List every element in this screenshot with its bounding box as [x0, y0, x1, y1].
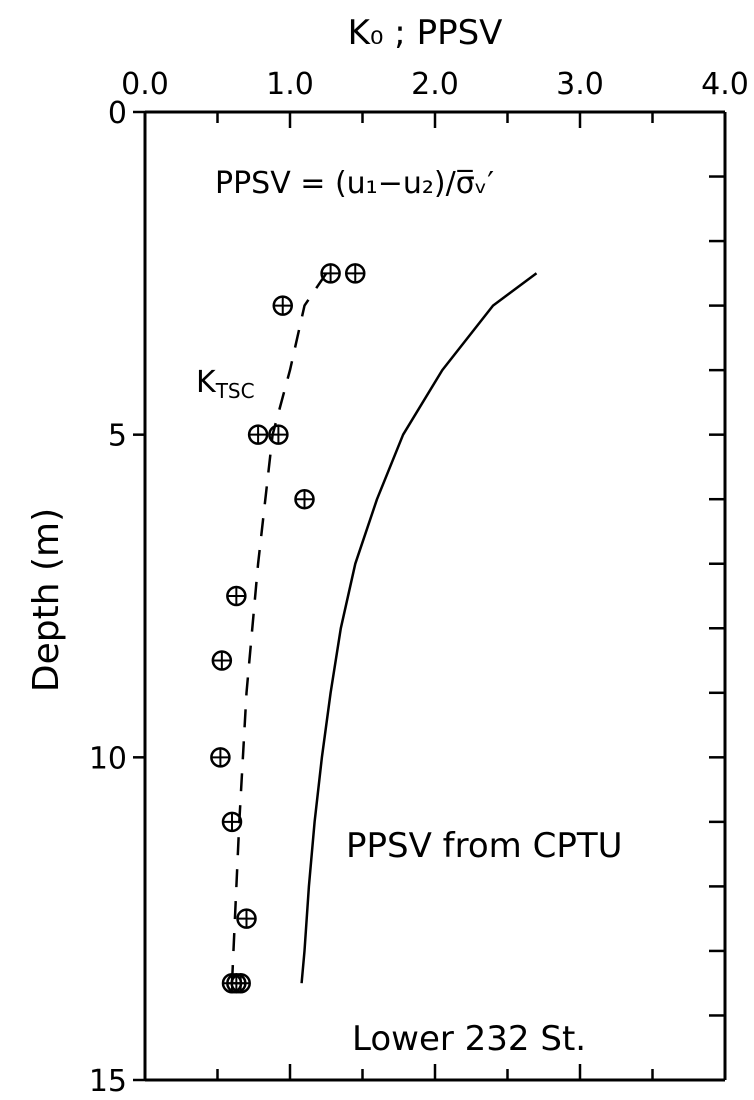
data-point: [236, 908, 257, 929]
ticks: [133, 110, 725, 1082]
data-point: [320, 263, 341, 284]
y-tick-label: 15: [89, 1064, 127, 1099]
site-label: Lower 232 St.: [352, 1019, 586, 1059]
curve-label: PPSV from CPTU: [346, 826, 622, 866]
ktsc-subscript: TSC: [215, 379, 255, 403]
data-point: [211, 650, 233, 671]
tick-labels: 0.0 1.0 2.0 3.0 4.0 0 5 10 15: [89, 67, 749, 1099]
x-tick-label: 4.0: [701, 67, 749, 102]
x-axis-title: K₀ ; PPSV: [348, 13, 503, 53]
data-point: [272, 295, 293, 316]
data-point: [221, 811, 243, 833]
series-layer: [210, 263, 538, 994]
data-point: [247, 424, 269, 445]
data-point: [294, 488, 315, 510]
data-point: [345, 263, 366, 284]
x-tick-label: 0.0: [121, 67, 169, 102]
ktsc-dashed-line: [230, 272, 328, 984]
y-tick-label: 0: [108, 96, 127, 131]
y-tick-label: 5: [108, 419, 127, 454]
data-point: [210, 747, 231, 768]
ktsc-label: KTSC: [196, 365, 255, 403]
x-tick-label: 1.0: [266, 67, 314, 102]
x-tick-label: 3.0: [556, 67, 604, 102]
x-tick-label: 2.0: [411, 67, 459, 102]
ppsv-formula: PPSV = (u₁−u₂)/σ̅ᵥ′: [215, 166, 494, 201]
y-axis-title: Depth (m): [26, 508, 67, 692]
y-tick-label: 10: [89, 741, 127, 776]
ppsv-cptu-curve: [300, 272, 538, 984]
ktsc-main: K: [196, 365, 217, 400]
data-point: [230, 972, 251, 994]
data-point: [226, 585, 247, 607]
